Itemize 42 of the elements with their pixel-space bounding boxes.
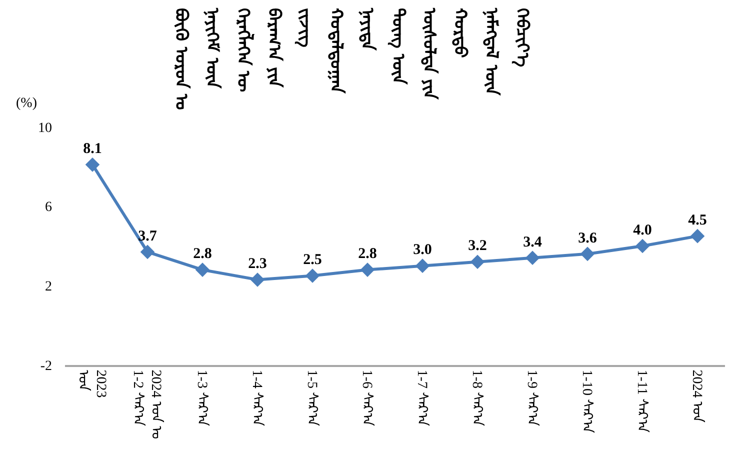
x-tick-label: 1-4 ᠰᠠᠷ᠎ᠠ bbox=[248, 370, 265, 426]
point bbox=[525, 250, 540, 266]
data-label: 4.5 bbox=[688, 212, 707, 228]
x-tick-label: 1-11 ᠰᠠᠷ᠎ᠠ bbox=[634, 370, 650, 432]
point bbox=[690, 228, 705, 244]
data-label: 3.7 bbox=[138, 228, 158, 244]
x-tick-label: 2024 ᠣᠨ bbox=[688, 370, 705, 422]
x-tick-label: 1-5 ᠰᠠᠷ᠎ᠠ bbox=[304, 370, 320, 426]
data-label: 3.0 bbox=[413, 242, 432, 258]
x-tick-label: 1-7 ᠰᠠᠷ᠎ᠠ bbox=[414, 370, 430, 426]
point bbox=[360, 262, 375, 277]
data-label: 8.1 bbox=[83, 141, 102, 158]
data-label: 4.0 bbox=[633, 222, 652, 238]
x-tick-label: 2024 ᠣᠨ ᠤ 1-2 ᠰᠠᠷ᠎ᠠ bbox=[130, 370, 164, 439]
x-tick-label: 1-9 ᠰᠠᠷ᠎ᠠ bbox=[524, 370, 540, 426]
y-tick-label: -2 bbox=[40, 358, 52, 374]
y-tick-label: 10 bbox=[38, 120, 52, 136]
point bbox=[140, 244, 155, 260]
chart-title: ᠪᠦᠬᠦ ᠣᠷᠤᠨ ᠤ ᠨᠡᠶᠢᠭᠡᠮ ᠦᠨ ᠬᠡᠷᠡᠭᠯᠡᠭᠡᠨ ᠦ ᠪᠠᠷᠠᠭ᠎ᠠ ᠶᠢᠨ ᠵᠢᠵᠢᠭ ᠬᠤᠳᠠᠯᠳᠤᠭᠠᠨ ᠨᠡᠶᠢᠲᠡ ᠳᠦᠩ ᠦᠨ ᠥᠰᠦᠯᠲᠡ ᠶᠢᠨ ᠬᠤᠷᠳᠤ ᠨᠡᠮᠡᠭᠳᠡᠯ ᠦᠨ ᠬᠡᠪᠴᠢᠶ᠎ᠡ bbox=[171, 8, 532, 110]
point bbox=[580, 246, 595, 262]
data-label: 2.8 bbox=[358, 246, 377, 262]
data-label: 2.3 bbox=[248, 256, 267, 272]
x-tick-label: 2023 ᠣᠨ bbox=[74, 370, 108, 398]
data-label: 2.5 bbox=[303, 252, 322, 268]
y-tick-label: 6 bbox=[45, 200, 52, 216]
y-axis-title: (%) bbox=[16, 96, 38, 111]
x-tick-label: 1-10 ᠰᠠᠷ᠎ᠠ bbox=[578, 370, 595, 433]
x-tick-label: 1-3 ᠰᠠᠷ᠎ᠠ bbox=[194, 370, 210, 426]
point bbox=[470, 254, 485, 270]
data-label: 3.6 bbox=[578, 230, 598, 246]
y-tick-label: 2 bbox=[45, 280, 52, 295]
point bbox=[305, 268, 320, 283]
point bbox=[195, 262, 210, 277]
point bbox=[415, 258, 430, 273]
point bbox=[250, 272, 265, 287]
data-label: 3.4 bbox=[523, 234, 542, 250]
data-label: 2.8 bbox=[193, 246, 212, 262]
data-label: 3.2 bbox=[468, 238, 487, 254]
point bbox=[635, 238, 650, 254]
x-tick-label: 1-6 ᠰᠠᠷ᠎ᠠ bbox=[358, 370, 375, 426]
x-tick-label: 1-8 ᠰᠠᠷ᠎ᠠ bbox=[468, 370, 485, 426]
point bbox=[85, 158, 100, 172]
